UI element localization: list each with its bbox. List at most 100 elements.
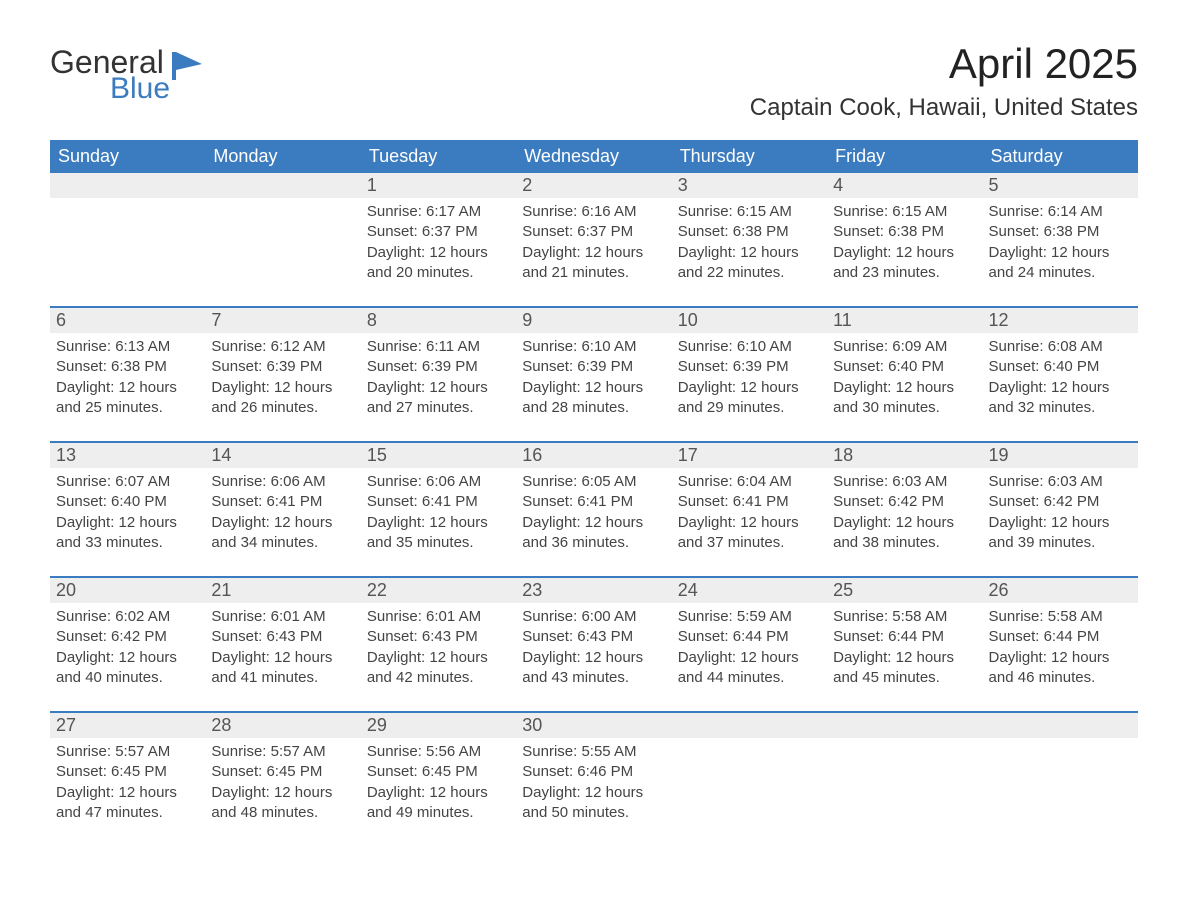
daylight-text-line1: Daylight: 12 hours: [211, 648, 354, 668]
day-cell: Sunrise: 5:55 AMSunset: 6:46 PMDaylight:…: [516, 738, 671, 828]
sunset-text: Sunset: 6:44 PM: [989, 627, 1132, 647]
weekday-header: Tuesday: [361, 140, 516, 173]
day-number: 25: [827, 578, 982, 603]
day-cell: Sunrise: 5:58 AMSunset: 6:44 PMDaylight:…: [827, 603, 982, 693]
sunrise-text: Sunrise: 6:13 AM: [56, 337, 199, 357]
sunrise-text: Sunrise: 5:59 AM: [678, 607, 821, 627]
day-cell: Sunrise: 6:08 AMSunset: 6:40 PMDaylight:…: [983, 333, 1138, 423]
day-cell: Sunrise: 6:17 AMSunset: 6:37 PMDaylight:…: [361, 198, 516, 288]
day-cell: Sunrise: 6:06 AMSunset: 6:41 PMDaylight:…: [205, 468, 360, 558]
daylight-text-line1: Daylight: 12 hours: [367, 243, 510, 263]
daylight-text-line1: Daylight: 12 hours: [522, 783, 665, 803]
day-cell: Sunrise: 6:02 AMSunset: 6:42 PMDaylight:…: [50, 603, 205, 693]
day-number: [827, 713, 982, 738]
brand-word-2: Blue: [110, 74, 170, 104]
title-block: April 2025 Captain Cook, Hawaii, United …: [750, 40, 1138, 132]
day-number: [50, 173, 205, 198]
sunset-text: Sunset: 6:39 PM: [211, 357, 354, 377]
daylight-text-line2: and 34 minutes.: [211, 533, 354, 553]
day-number: 22: [361, 578, 516, 603]
daylight-text-line2: and 44 minutes.: [678, 668, 821, 688]
sunset-text: Sunset: 6:46 PM: [522, 762, 665, 782]
day-number: 15: [361, 443, 516, 468]
day-number-row: 20212223242526: [50, 578, 1138, 603]
day-cell: Sunrise: 6:14 AMSunset: 6:38 PMDaylight:…: [983, 198, 1138, 288]
daylight-text-line1: Daylight: 12 hours: [678, 648, 821, 668]
sunset-text: Sunset: 6:45 PM: [56, 762, 199, 782]
daylight-text-line2: and 32 minutes.: [989, 398, 1132, 418]
sunset-text: Sunset: 6:38 PM: [833, 222, 976, 242]
daylight-text-line1: Daylight: 12 hours: [367, 648, 510, 668]
daylight-text-line1: Daylight: 12 hours: [989, 513, 1132, 533]
day-number: 10: [672, 308, 827, 333]
day-number: 3: [672, 173, 827, 198]
daylight-text-line2: and 46 minutes.: [989, 668, 1132, 688]
sunset-text: Sunset: 6:45 PM: [367, 762, 510, 782]
daylight-text-line2: and 22 minutes.: [678, 263, 821, 283]
day-number: 12: [983, 308, 1138, 333]
day-cell: Sunrise: 6:01 AMSunset: 6:43 PMDaylight:…: [361, 603, 516, 693]
calendar-grid: Sunday Monday Tuesday Wednesday Thursday…: [50, 140, 1138, 828]
sunrise-text: Sunrise: 6:01 AM: [367, 607, 510, 627]
daylight-text-line1: Daylight: 12 hours: [678, 513, 821, 533]
day-number-row: 27282930: [50, 713, 1138, 738]
day-number: 28: [205, 713, 360, 738]
day-number: 5: [983, 173, 1138, 198]
sunrise-text: Sunrise: 6:10 AM: [522, 337, 665, 357]
daylight-text-line1: Daylight: 12 hours: [833, 648, 976, 668]
day-number: 8: [361, 308, 516, 333]
daylight-text-line2: and 38 minutes.: [833, 533, 976, 553]
calendar-week: 13141516171819Sunrise: 6:07 AMSunset: 6:…: [50, 441, 1138, 558]
daylight-text-line1: Daylight: 12 hours: [989, 648, 1132, 668]
sunset-text: Sunset: 6:41 PM: [367, 492, 510, 512]
sunrise-text: Sunrise: 6:05 AM: [522, 472, 665, 492]
sunrise-text: Sunrise: 5:57 AM: [56, 742, 199, 762]
sunrise-text: Sunrise: 6:03 AM: [989, 472, 1132, 492]
weeks-container: 12345Sunrise: 6:17 AMSunset: 6:37 PMDayl…: [50, 173, 1138, 828]
day-number: 13: [50, 443, 205, 468]
brand-logo: General Blue: [50, 40, 206, 104]
daylight-text-line2: and 27 minutes.: [367, 398, 510, 418]
sunrise-text: Sunrise: 6:02 AM: [56, 607, 199, 627]
sunrise-text: Sunrise: 6:14 AM: [989, 202, 1132, 222]
day-cell: [827, 738, 982, 828]
day-number: 29: [361, 713, 516, 738]
day-cell: Sunrise: 5:57 AMSunset: 6:45 PMDaylight:…: [50, 738, 205, 828]
sunset-text: Sunset: 6:42 PM: [56, 627, 199, 647]
sunset-text: Sunset: 6:40 PM: [833, 357, 976, 377]
weekday-header: Thursday: [672, 140, 827, 173]
sunset-text: Sunset: 6:44 PM: [678, 627, 821, 647]
sunset-text: Sunset: 6:42 PM: [833, 492, 976, 512]
sunrise-text: Sunrise: 6:12 AM: [211, 337, 354, 357]
day-cell: Sunrise: 6:04 AMSunset: 6:41 PMDaylight:…: [672, 468, 827, 558]
day-cell: Sunrise: 6:09 AMSunset: 6:40 PMDaylight:…: [827, 333, 982, 423]
sunrise-text: Sunrise: 6:11 AM: [367, 337, 510, 357]
daylight-text-line1: Daylight: 12 hours: [56, 783, 199, 803]
day-number: 11: [827, 308, 982, 333]
daylight-text-line1: Daylight: 12 hours: [833, 513, 976, 533]
day-cell: Sunrise: 6:11 AMSunset: 6:39 PMDaylight:…: [361, 333, 516, 423]
daylight-text-line2: and 45 minutes.: [833, 668, 976, 688]
day-cell: Sunrise: 6:00 AMSunset: 6:43 PMDaylight:…: [516, 603, 671, 693]
day-number: [983, 713, 1138, 738]
sunset-text: Sunset: 6:40 PM: [989, 357, 1132, 377]
sunrise-text: Sunrise: 5:57 AM: [211, 742, 354, 762]
sunrise-text: Sunrise: 6:01 AM: [211, 607, 354, 627]
day-number: 20: [50, 578, 205, 603]
daylight-text-line1: Daylight: 12 hours: [211, 378, 354, 398]
day-cell: [50, 198, 205, 288]
sunset-text: Sunset: 6:37 PM: [367, 222, 510, 242]
brand-logo-text: General Blue: [50, 46, 170, 104]
sunset-text: Sunset: 6:41 PM: [211, 492, 354, 512]
sunset-text: Sunset: 6:43 PM: [522, 627, 665, 647]
flag-icon: [172, 52, 206, 80]
day-cell: Sunrise: 6:16 AMSunset: 6:37 PMDaylight:…: [516, 198, 671, 288]
location-subtitle: Captain Cook, Hawaii, United States: [750, 94, 1138, 122]
page-header: General Blue April 2025 Captain Cook, Ha…: [50, 40, 1138, 132]
sunrise-text: Sunrise: 6:08 AM: [989, 337, 1132, 357]
calendar-week: 6789101112Sunrise: 6:13 AMSunset: 6:38 P…: [50, 306, 1138, 423]
daylight-text-line1: Daylight: 12 hours: [522, 378, 665, 398]
daylight-text-line2: and 39 minutes.: [989, 533, 1132, 553]
daylight-text-line1: Daylight: 12 hours: [56, 648, 199, 668]
sunrise-text: Sunrise: 6:00 AM: [522, 607, 665, 627]
